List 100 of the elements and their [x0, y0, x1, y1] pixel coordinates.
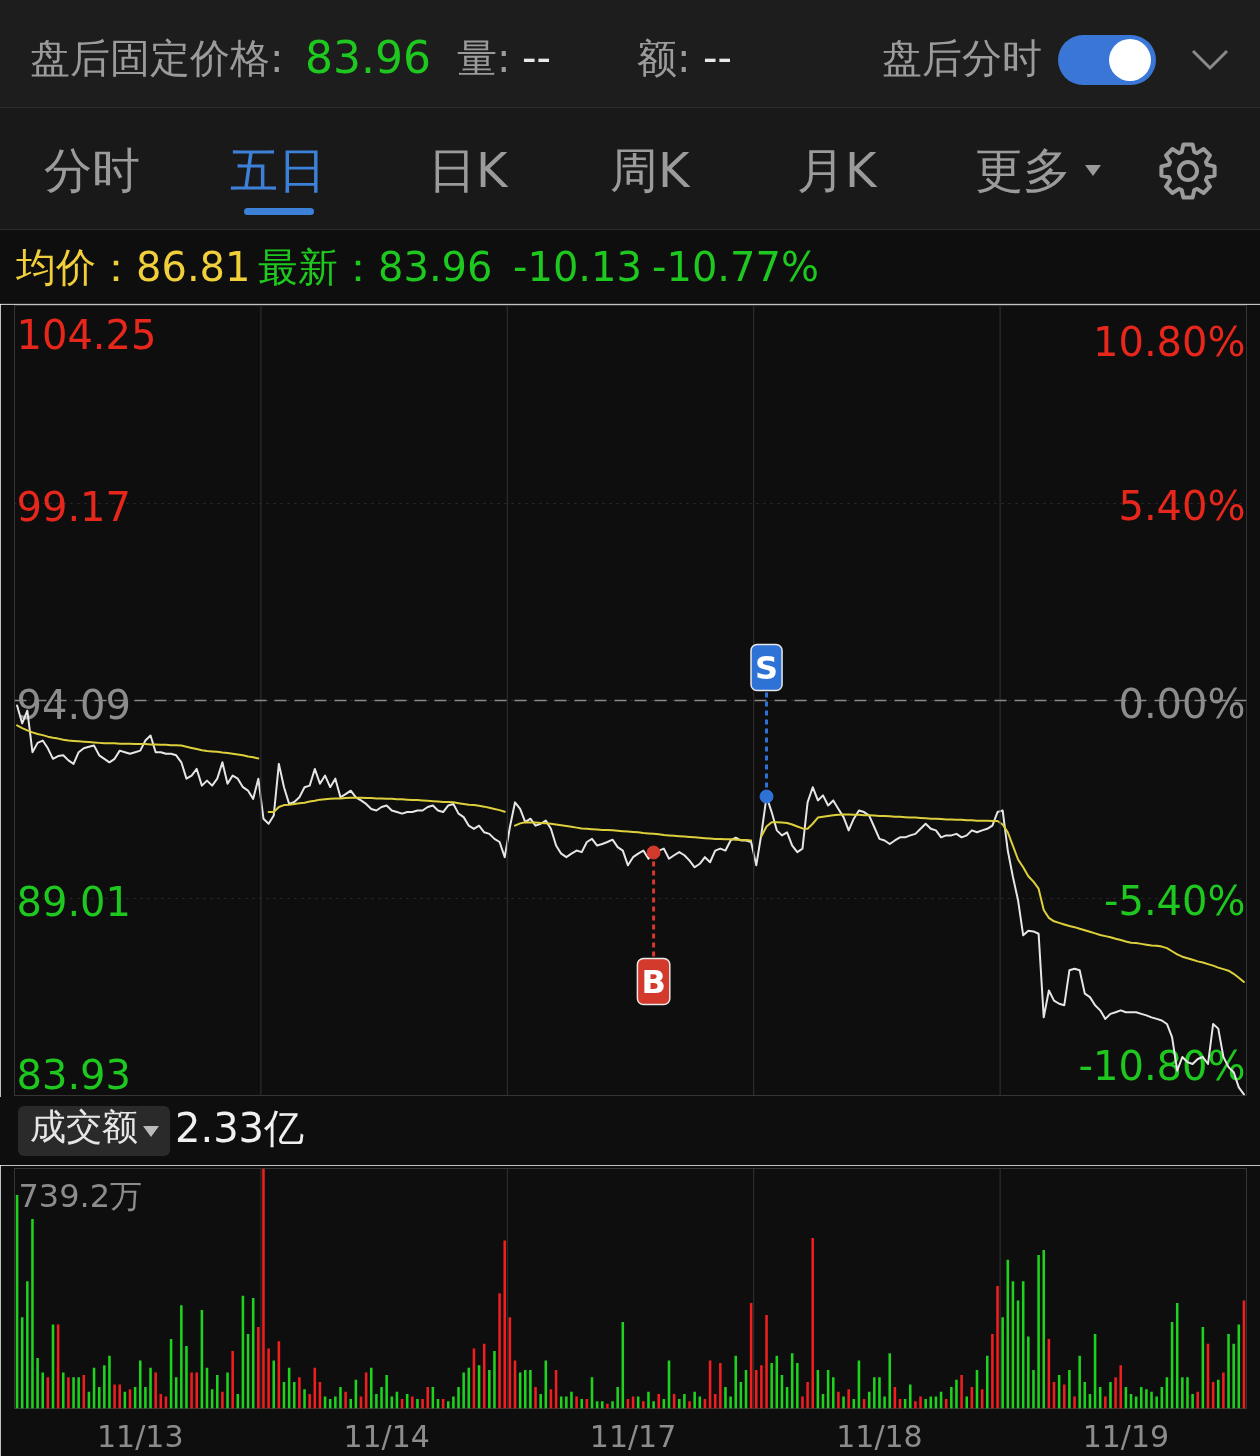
bar [1037, 1254, 1040, 1409]
bar [31, 1218, 34, 1409]
bar [385, 1374, 388, 1409]
bar [950, 1386, 953, 1409]
bar [914, 1401, 917, 1409]
bar [600, 1401, 604, 1409]
bar [539, 1394, 542, 1409]
bar [575, 1396, 578, 1409]
bar [498, 1293, 501, 1409]
text: 月K [797, 142, 877, 199]
bar [503, 1240, 507, 1409]
bar [154, 1372, 157, 1409]
bar [1104, 1396, 1107, 1409]
bar [138, 1360, 142, 1409]
bar [118, 1384, 122, 1409]
y-tick-label: 99.17 [16, 484, 132, 530]
x-tick-label: 11/14 [343, 1418, 430, 1454]
text: S [755, 648, 779, 687]
bar [452, 1396, 455, 1409]
bar [195, 1372, 199, 1409]
y2-tick-label: 0.00% [1118, 680, 1246, 727]
bar [292, 1382, 296, 1409]
bar [1032, 1370, 1035, 1409]
bar [1042, 1250, 1046, 1409]
bar [103, 1365, 106, 1409]
bar [693, 1391, 696, 1409]
bar [221, 1391, 224, 1409]
bar [1222, 1372, 1225, 1409]
bar [642, 1401, 645, 1409]
bar [493, 1350, 496, 1409]
bar [380, 1386, 383, 1409]
y2-tick-label: 10.80% [1092, 318, 1246, 365]
y-tick-label: 83.93 [16, 1051, 132, 1098]
bar [108, 1355, 111, 1409]
bar [1181, 1377, 1184, 1409]
bar [1191, 1394, 1194, 1409]
bar [883, 1396, 886, 1409]
text: -10.77% [652, 244, 819, 290]
bar [1062, 1384, 1066, 1409]
bar [801, 1396, 804, 1409]
bar [523, 1370, 527, 1409]
bar [26, 1281, 29, 1409]
text: 2.33亿 [175, 1105, 305, 1151]
bar [965, 1396, 969, 1409]
bar [611, 1401, 614, 1409]
text: 盘后固定价格: [30, 35, 284, 81]
bar [837, 1391, 840, 1409]
bar [344, 1391, 347, 1409]
bar [652, 1401, 655, 1409]
bar [1232, 1343, 1235, 1409]
bar [457, 1386, 460, 1409]
annotation: 739.2万 [18, 1176, 143, 1215]
bar [683, 1394, 686, 1409]
bar [1145, 1389, 1148, 1409]
bar [570, 1391, 573, 1409]
text: -- [522, 35, 551, 81]
bar [416, 1398, 419, 1409]
bar [719, 1362, 722, 1409]
bar [113, 1384, 116, 1409]
bar [1073, 1396, 1076, 1409]
bar [529, 1370, 532, 1409]
bar [580, 1398, 584, 1409]
bar [729, 1396, 732, 1409]
bar [1216, 1379, 1220, 1409]
text: 五日 [230, 142, 326, 199]
bar [842, 1396, 845, 1409]
bar [369, 1367, 373, 1409]
bar [144, 1386, 147, 1409]
text: 量: [457, 35, 511, 81]
text: 83.96 [305, 32, 431, 84]
bar [996, 1286, 999, 1409]
bar [334, 1396, 337, 1409]
text: 更多 [975, 142, 1071, 199]
bar [421, 1398, 424, 1409]
bar [446, 1401, 450, 1409]
bar [873, 1377, 876, 1409]
bar [339, 1386, 342, 1409]
text: 分时 [44, 142, 140, 199]
x-tick-label: 11/18 [836, 1418, 923, 1454]
bar [960, 1374, 963, 1409]
bar [267, 1348, 270, 1409]
text: 周K [610, 142, 690, 199]
bar [77, 1377, 80, 1409]
bar [303, 1389, 306, 1409]
bar [1150, 1391, 1153, 1409]
bar [991, 1334, 994, 1409]
bar [1227, 1334, 1230, 1409]
bar [426, 1386, 430, 1409]
bar [724, 1386, 727, 1409]
bar [1196, 1391, 1200, 1409]
bar [796, 1362, 799, 1409]
text: 额: [637, 35, 691, 81]
bar [1078, 1355, 1081, 1409]
bar [888, 1353, 892, 1409]
dropdown-button: 成交额 [18, 1106, 170, 1156]
bar [226, 1372, 229, 1409]
bar [1119, 1365, 1123, 1409]
text: 日K [428, 142, 508, 199]
bar [61, 1372, 65, 1409]
bar [831, 1377, 835, 1409]
